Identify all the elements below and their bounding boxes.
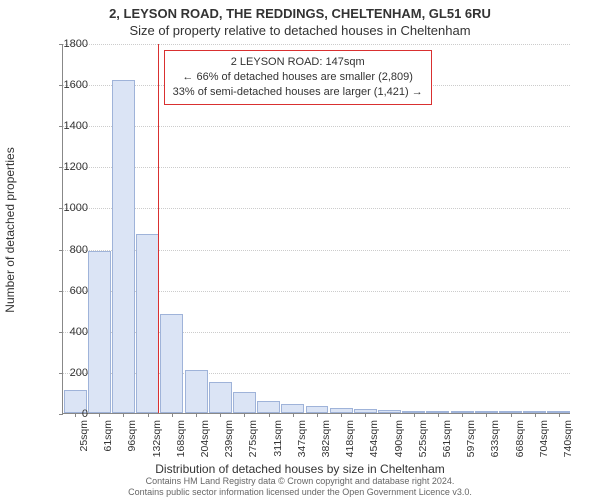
gridline	[63, 208, 570, 209]
chart-footer: Contains HM Land Registry data © Crown c…	[0, 476, 600, 498]
xtick-label: 25sqm	[78, 420, 90, 452]
xtick-mark	[341, 413, 342, 417]
footer-line2: Contains public sector information licen…	[0, 487, 600, 498]
annotation-line1: 2 LEYSON ROAD: 147sqm	[173, 55, 423, 70]
xtick-label: 740sqm	[562, 420, 574, 457]
annotation-box: 2 LEYSON ROAD: 147sqm← 66% of detached h…	[164, 50, 432, 105]
xtick-mark	[220, 413, 221, 417]
ytick-label: 1800	[48, 38, 88, 50]
xtick-mark	[390, 413, 391, 417]
xtick-label: 418sqm	[344, 420, 356, 457]
xtick-label: 382sqm	[320, 420, 332, 457]
xtick-mark	[511, 413, 512, 417]
xtick-mark	[462, 413, 463, 417]
footer-line1: Contains HM Land Registry data © Crown c…	[0, 476, 600, 487]
xtick-label: 168sqm	[175, 420, 187, 457]
y-axis-label: Number of detached properties	[3, 147, 17, 312]
ytick-label: 800	[48, 244, 88, 256]
xtick-label: 561sqm	[441, 420, 453, 457]
xtick-mark	[172, 413, 173, 417]
histogram-bar	[209, 382, 232, 413]
histogram-bar	[281, 404, 304, 413]
xtick-mark	[365, 413, 366, 417]
annotation-line2: ← 66% of detached houses are smaller (2,…	[173, 70, 423, 85]
xtick-mark	[123, 413, 124, 417]
histogram-bar	[112, 80, 135, 413]
xtick-mark	[269, 413, 270, 417]
xtick-mark	[438, 413, 439, 417]
xtick-label: 704sqm	[538, 420, 550, 457]
plot-area: 2 LEYSON ROAD: 147sqm← 66% of detached h…	[62, 44, 570, 414]
ytick-label: 1600	[48, 79, 88, 91]
xtick-mark	[293, 413, 294, 417]
xtick-mark	[244, 413, 245, 417]
xtick-label: 347sqm	[296, 420, 308, 457]
xtick-label: 61sqm	[102, 420, 114, 452]
histogram-bar	[185, 370, 208, 413]
xtick-mark	[559, 413, 560, 417]
xtick-label: 275sqm	[247, 420, 259, 457]
xtick-mark	[535, 413, 536, 417]
marker-line	[158, 44, 159, 413]
xtick-mark	[148, 413, 149, 417]
gridline	[63, 44, 570, 45]
x-axis-label: Distribution of detached houses by size …	[0, 462, 600, 476]
xtick-label: 490sqm	[393, 420, 405, 457]
xtick-mark	[317, 413, 318, 417]
xtick-mark	[99, 413, 100, 417]
histogram-bar	[136, 234, 159, 413]
xtick-label: 633sqm	[489, 420, 501, 457]
xtick-label: 597sqm	[465, 420, 477, 457]
xtick-label: 311sqm	[272, 420, 284, 457]
histogram-bar	[233, 392, 256, 413]
xtick-mark	[196, 413, 197, 417]
histogram-bar	[257, 401, 280, 413]
ytick-label: 200	[48, 367, 88, 379]
xtick-label: 239sqm	[223, 420, 235, 457]
annotation-line3: 33% of semi-detached houses are larger (…	[173, 85, 423, 100]
histogram-bar	[306, 406, 329, 413]
xtick-label: 525sqm	[417, 420, 429, 457]
chart-title-line1: 2, LEYSON ROAD, THE REDDINGS, CHELTENHAM…	[0, 0, 600, 21]
histogram-bar	[88, 251, 111, 413]
gridline	[63, 167, 570, 168]
xtick-label: 96sqm	[126, 420, 138, 452]
xtick-label: 454sqm	[368, 420, 380, 457]
xtick-label: 204sqm	[199, 420, 211, 457]
ytick-label: 600	[48, 285, 88, 297]
xtick-label: 132sqm	[151, 420, 163, 457]
xtick-label: 668sqm	[514, 420, 526, 457]
gridline	[63, 126, 570, 127]
xtick-mark	[414, 413, 415, 417]
histogram-bar	[160, 314, 183, 413]
ytick-label: 1200	[48, 161, 88, 173]
chart-title-line2: Size of property relative to detached ho…	[0, 21, 600, 38]
ytick-label: 0	[48, 408, 88, 420]
histogram-chart: 2, LEYSON ROAD, THE REDDINGS, CHELTENHAM…	[0, 0, 600, 500]
ytick-label: 400	[48, 326, 88, 338]
ytick-label: 1000	[48, 202, 88, 214]
xtick-mark	[486, 413, 487, 417]
ytick-label: 1400	[48, 120, 88, 132]
